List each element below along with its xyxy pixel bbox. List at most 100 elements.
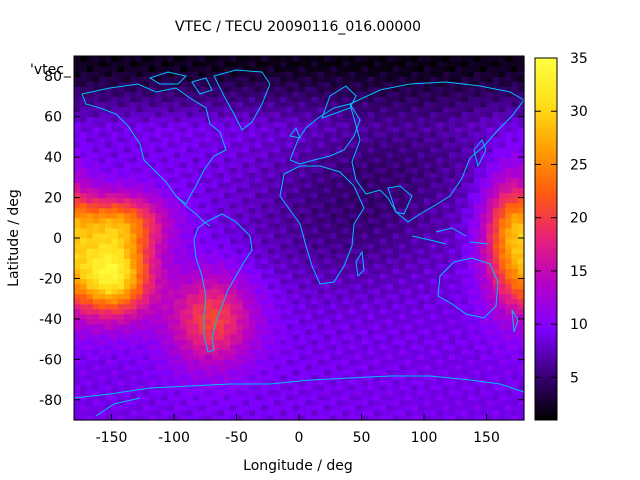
heatmap-cell: [155, 339, 163, 345]
heatmap-cell: [299, 126, 306, 133]
heatmap-cell: [355, 344, 363, 350]
heatmap-cell: [174, 283, 181, 290]
heatmap-cell: [261, 141, 269, 148]
heatmap-cell: [130, 344, 138, 350]
heatmap-cell: [180, 56, 188, 62]
heatmap-cell: [292, 177, 300, 183]
heatmap-cell: [405, 96, 413, 103]
heatmap-cell: [424, 293, 431, 300]
heatmap-cell: [399, 116, 406, 123]
heatmap-cell: [167, 374, 175, 381]
heatmap-cell: [455, 212, 463, 219]
heatmap-cell: [505, 278, 513, 285]
heatmap-cell: [230, 313, 238, 320]
heatmap-cell: [417, 298, 425, 305]
heatmap-cell: [317, 227, 325, 234]
heatmap-cell: [74, 101, 81, 108]
heatmap-cell: [299, 384, 306, 391]
heatmap-cell: [449, 61, 456, 67]
heatmap-cell: [205, 243, 213, 249]
heatmap-cell: [136, 116, 144, 123]
heatmap-cell: [274, 187, 281, 194]
heatmap-cell: [92, 66, 100, 72]
heatmap-cell: [105, 131, 113, 138]
heatmap-cell: [342, 217, 350, 224]
heatmap-cell: [467, 268, 475, 274]
heatmap-cell: [99, 238, 106, 244]
heatmap-cell: [180, 187, 188, 194]
heatmap-cell: [217, 258, 225, 264]
heatmap-cell: [86, 152, 94, 158]
heatmap-cell: [374, 81, 381, 87]
heatmap-cell: [180, 71, 188, 77]
heatmap-cell: [417, 167, 425, 173]
heatmap-cell: [467, 374, 475, 381]
heatmap-cell: [161, 273, 169, 280]
heatmap-cell: [324, 374, 331, 381]
heatmap-cell: [142, 232, 150, 239]
heatmap-cell: [449, 364, 456, 371]
heatmap-cell: [242, 318, 250, 325]
heatmap-cell: [230, 136, 238, 143]
heatmap-cell: [224, 329, 231, 335]
heatmap-cell: [186, 121, 194, 128]
heatmap-cell: [405, 414, 413, 421]
heatmap-cell: [124, 303, 131, 310]
heatmap-cell: [155, 278, 163, 285]
heatmap-cell: [386, 253, 394, 259]
heatmap-cell: [224, 243, 231, 249]
heatmap-cell: [336, 177, 344, 183]
heatmap-cell: [242, 394, 250, 401]
heatmap-cell: [124, 329, 131, 335]
heatmap-cell: [280, 207, 288, 214]
heatmap-cell: [367, 404, 375, 411]
heatmap-cell: [380, 344, 388, 350]
heatmap-cell: [255, 238, 263, 244]
heatmap-cell: [274, 207, 281, 214]
heatmap-cell: [167, 394, 175, 401]
heatmap-cell: [292, 409, 300, 416]
heatmap-cell: [324, 76, 331, 82]
heatmap-cell: [480, 293, 488, 300]
heatmap-cell: [192, 268, 200, 274]
heatmap-cell: [242, 126, 250, 133]
heatmap-cell: [392, 197, 400, 204]
heatmap-cell: [424, 399, 431, 406]
heatmap-cell: [286, 86, 294, 92]
heatmap-cell: [192, 121, 200, 128]
heatmap-cell: [480, 61, 488, 67]
heatmap-cell: [136, 177, 144, 183]
heatmap-cell: [186, 157, 194, 163]
heatmap-cell: [205, 354, 213, 360]
heatmap-cell: [149, 177, 156, 183]
heatmap-cell: [380, 389, 388, 396]
heatmap-cell: [386, 263, 394, 269]
heatmap-cell: [324, 414, 331, 421]
heatmap-cell: [436, 323, 444, 330]
heatmap-cell: [180, 222, 188, 229]
heatmap-cell: [399, 152, 406, 158]
heatmap-cell: [180, 202, 188, 209]
heatmap-cell: [467, 227, 475, 234]
heatmap-cell: [205, 253, 213, 259]
heatmap-cell: [261, 308, 269, 315]
heatmap-cell: [124, 152, 131, 158]
heatmap-cell: [130, 248, 138, 254]
heatmap-cell: [199, 374, 206, 381]
heatmap-cell: [261, 207, 269, 214]
heatmap-cell: [80, 313, 88, 320]
heatmap-cell: [467, 71, 475, 77]
heatmap-cell: [411, 268, 419, 274]
heatmap-cell: [361, 192, 369, 199]
heatmap-cell: [311, 394, 319, 401]
heatmap-cell: [80, 66, 88, 72]
heatmap-cell: [99, 394, 106, 401]
heatmap-cell: [311, 313, 319, 320]
heatmap-cell: [342, 318, 350, 325]
heatmap-cell: [74, 384, 81, 391]
heatmap-cell: [192, 414, 200, 421]
heatmap-cell: [492, 71, 500, 77]
heatmap-cell: [417, 192, 425, 199]
heatmap-cell: [130, 334, 138, 340]
heatmap-cell: [142, 318, 150, 325]
